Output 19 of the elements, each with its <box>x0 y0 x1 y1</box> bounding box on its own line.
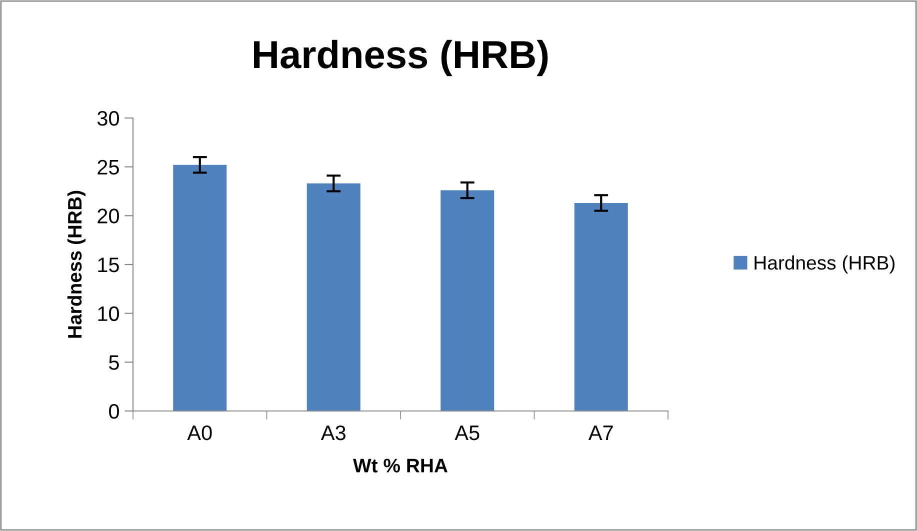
x-tick-label: A7 <box>588 426 613 440</box>
y-tick-label: 10 <box>98 306 119 322</box>
bar <box>440 190 494 411</box>
x-tick-label: A0 <box>187 425 212 440</box>
y-tick-label: 0 <box>109 404 119 419</box>
y-tick-label: 5 <box>109 355 119 370</box>
y-tick-label: 20 <box>98 208 119 224</box>
y-tick-label: 30 <box>97 111 119 126</box>
y-tick-label: 25 <box>98 160 119 175</box>
legend-label: Hardness (HRB) <box>754 255 895 274</box>
bar <box>306 183 360 411</box>
x-tick-label: A3 <box>320 425 346 440</box>
bar <box>173 164 227 411</box>
chart-title: Hardness (HRB) <box>254 40 548 76</box>
x-tick-label: A5 <box>454 426 480 440</box>
x-axis-title: Wt % RHA <box>352 458 448 472</box>
y-tick-label: 15 <box>98 258 119 272</box>
bar <box>574 202 628 411</box>
y-axis-title: Hardness (HRB) <box>67 190 86 338</box>
